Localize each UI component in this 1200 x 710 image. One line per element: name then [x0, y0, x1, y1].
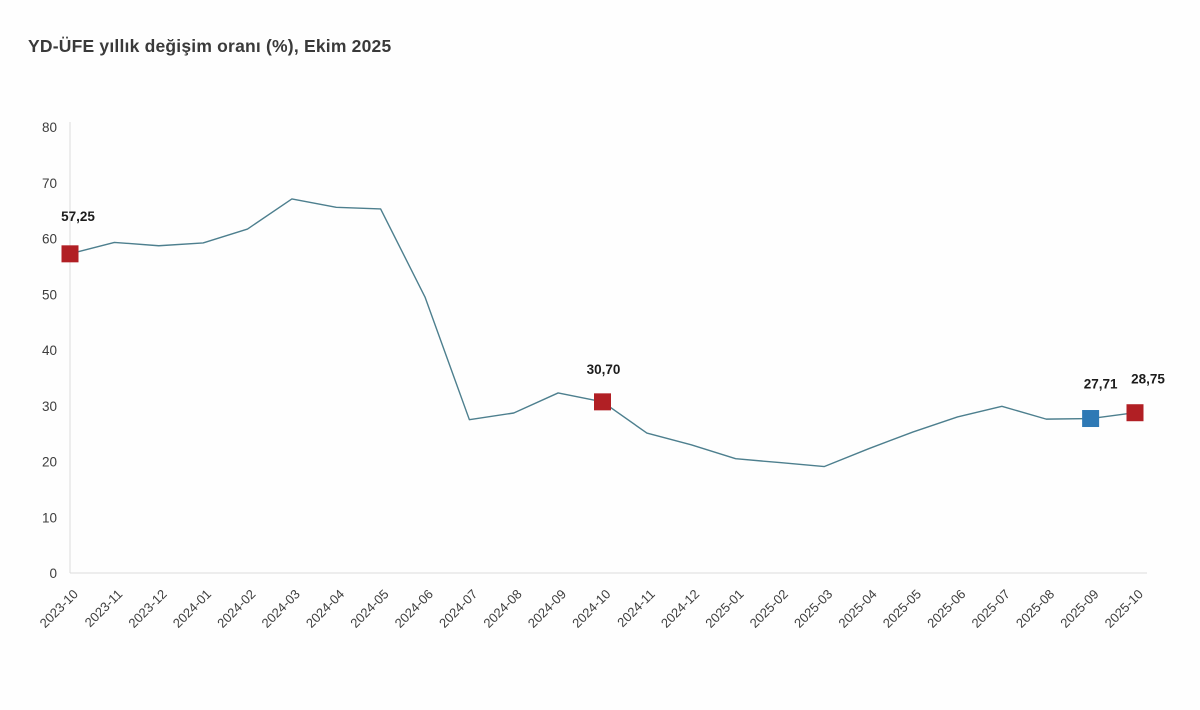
data-point-marker	[1082, 410, 1100, 428]
x-tick-label: 2024-04	[303, 586, 347, 630]
x-tick-label: 2024-05	[347, 586, 391, 630]
y-tick-label: 30	[42, 399, 57, 414]
x-tick-label: 2025-10	[1102, 586, 1146, 630]
x-tick-label: 2024-03	[258, 586, 302, 630]
x-tick-label: 2023-11	[82, 586, 126, 630]
y-tick-label: 40	[42, 343, 57, 358]
x-tick-label: 2024-02	[214, 586, 258, 630]
data-point-marker	[594, 393, 611, 411]
x-tick-label: 2023-12	[125, 586, 169, 630]
x-tick-label: 2024-10	[569, 586, 613, 630]
x-tick-label: 2024-06	[392, 586, 436, 630]
data-point-marker	[61, 245, 79, 263]
x-tick-label: 2024-12	[658, 586, 702, 630]
x-tick-label: 2025-03	[791, 586, 835, 630]
x-tick-label: 2024-07	[436, 586, 480, 630]
x-tick-label: 2025-08	[1013, 586, 1057, 630]
x-tick-label: 2024-01	[170, 586, 214, 630]
y-tick-label: 50	[42, 287, 57, 302]
y-tick-label: 10	[42, 510, 57, 525]
y-tick-label: 0	[49, 566, 57, 581]
x-tick-label: 2025-07	[968, 586, 1012, 630]
data-point-label: 28,75	[1131, 372, 1165, 387]
y-tick-label: 60	[42, 232, 57, 247]
x-tick-label: 2025-06	[924, 586, 968, 630]
x-tick-label: 2025-05	[880, 586, 924, 630]
y-tick-label: 20	[42, 455, 57, 470]
data-point-label: 30,70	[587, 362, 621, 377]
x-tick-label: 2025-01	[702, 586, 746, 630]
data-point-label: 57,25	[61, 209, 95, 224]
data-point-label: 27,71	[1084, 377, 1118, 392]
x-tick-label: 2025-04	[835, 586, 879, 630]
x-tick-label: 2025-09	[1057, 586, 1101, 630]
y-tick-label: 70	[42, 176, 57, 191]
x-tick-label: 2024-08	[480, 586, 524, 630]
data-point-marker	[1126, 404, 1144, 422]
x-tick-label: 2023-10	[37, 586, 81, 630]
chart-title: YD-ÜFE yıllık değişim oranı (%), Ekim 20…	[28, 36, 392, 56]
line-series	[69, 198, 1136, 468]
x-tick-label: 2024-09	[525, 586, 569, 630]
x-tick-label: 2025-02	[747, 586, 791, 630]
x-tick-label: 2024-11	[614, 586, 658, 630]
y-tick-label: 80	[42, 120, 57, 135]
